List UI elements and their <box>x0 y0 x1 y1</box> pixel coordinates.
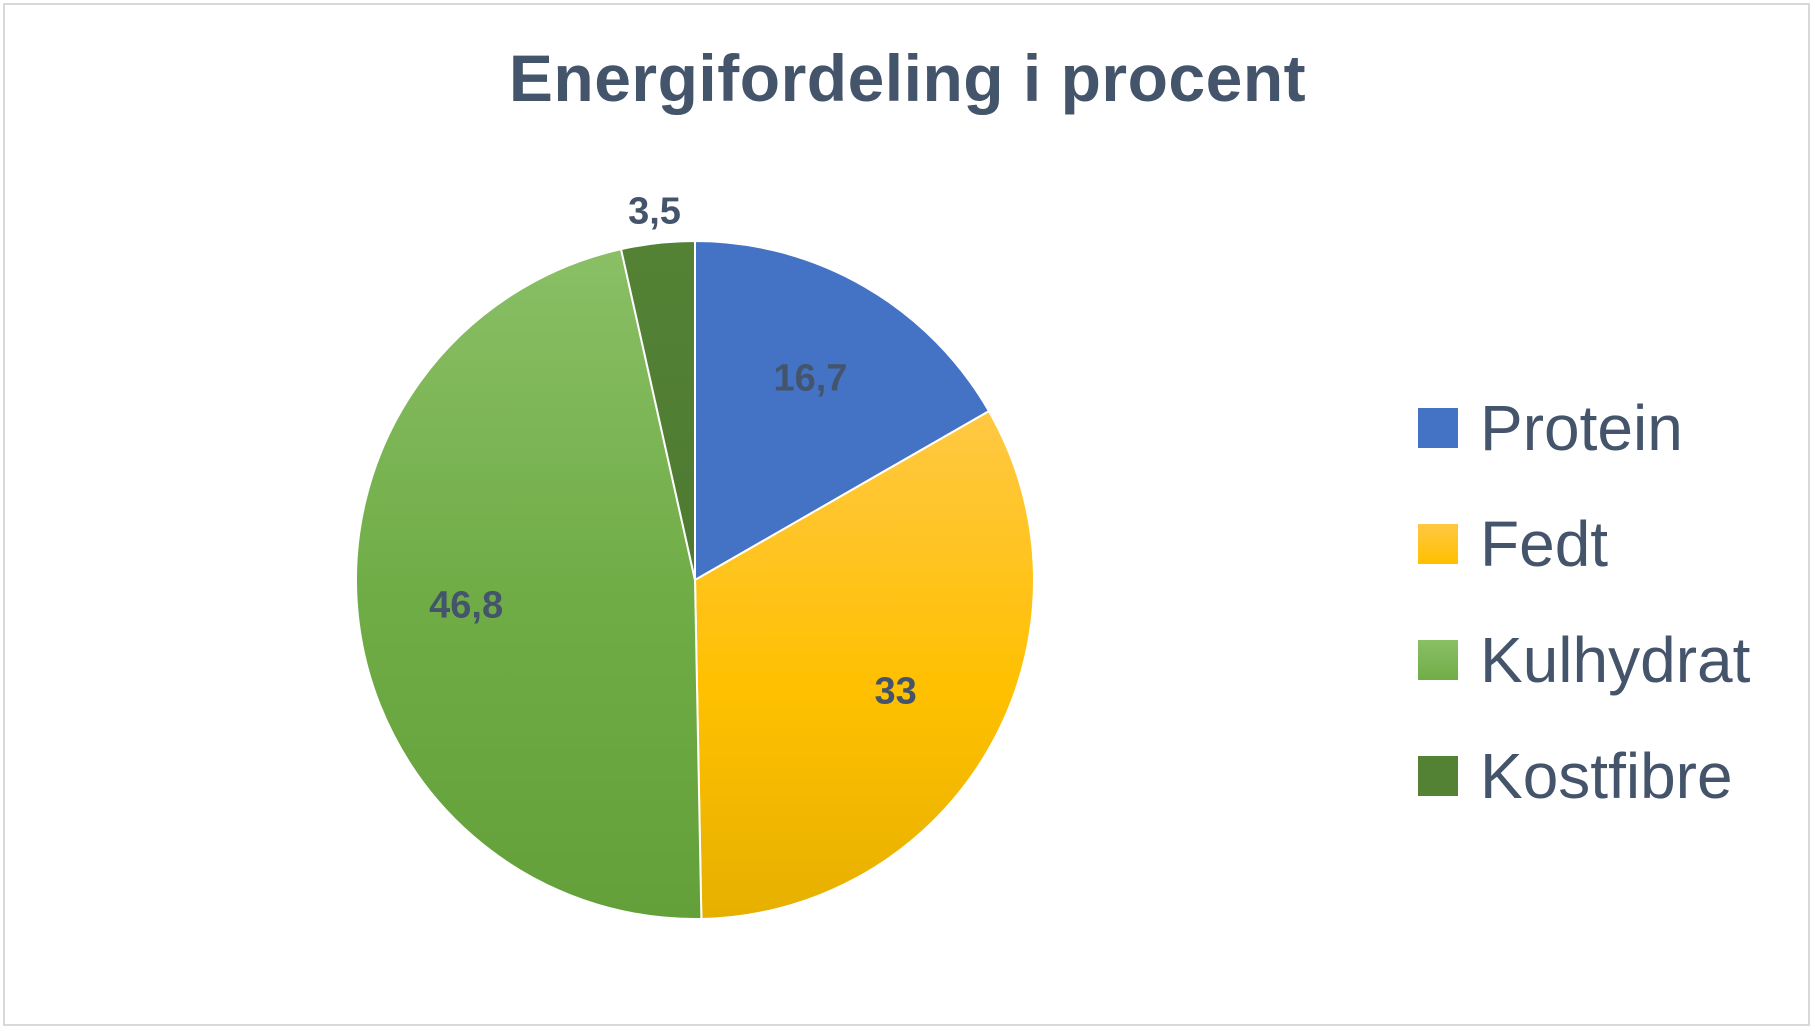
legend-label-kulhydrat: Kulhydrat <box>1480 624 1751 696</box>
pie-slice-kulhydrat <box>355 247 703 920</box>
data-label-kulhydrat: 46,8 <box>429 584 503 626</box>
data-label-fedt: 33 <box>874 671 916 713</box>
legend-item-kostfibre: Kostfibre <box>1418 718 1750 834</box>
legend-swatch-fedt <box>1418 524 1458 564</box>
chart-title: Energifordeling i procent <box>508 41 1307 115</box>
pie-slice-protein <box>694 239 991 582</box>
legend-label-fedt: Fedt <box>1480 508 1609 580</box>
legend-item-kulhydrat: Kulhydrat <box>1418 602 1750 718</box>
legend: Protein Fedt Kulhydrat Kostfibre <box>1418 370 1750 834</box>
legend-swatch-kulhydrat <box>1418 640 1458 680</box>
legend-item-protein: Protein <box>1418 370 1750 486</box>
data-label-kostfibre: 3,5 <box>628 190 681 232</box>
legend-label-protein: Protein <box>1480 392 1683 464</box>
legend-swatch-protein <box>1418 408 1458 448</box>
pie-slice-fedt <box>693 409 1035 920</box>
legend-item-fedt: Fedt <box>1418 486 1750 602</box>
data-label-protein: 16,7 <box>773 358 847 400</box>
legend-label-kostfibre: Kostfibre <box>1480 740 1733 812</box>
pie-slice-kostfibre <box>619 239 696 581</box>
legend-swatch-kostfibre <box>1418 756 1458 796</box>
